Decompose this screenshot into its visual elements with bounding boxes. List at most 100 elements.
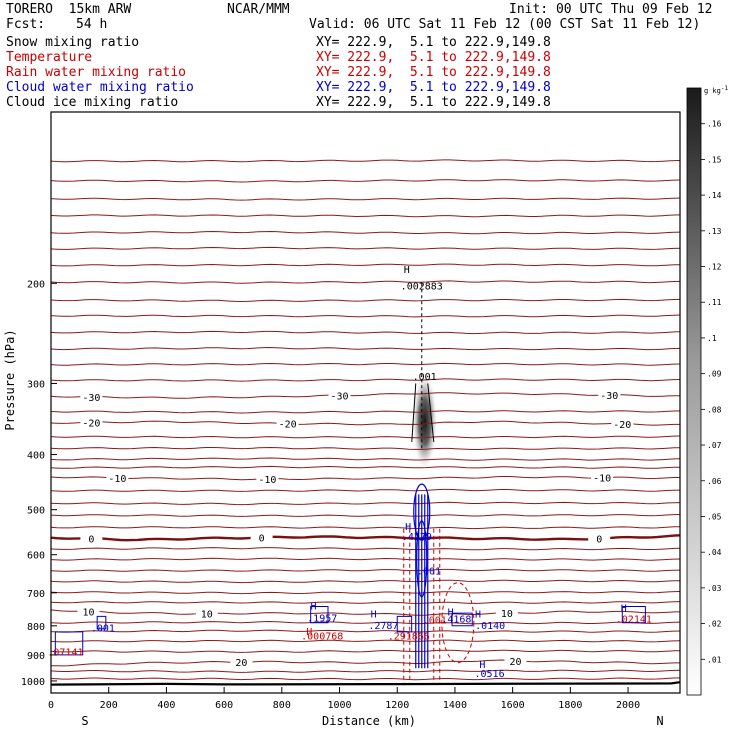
colorbar-tick-label: .03 [707,584,722,593]
temperature-contour [50,410,681,414]
temperature-contour-label: -20 [82,418,100,429]
y-tick-label: 900 [27,651,45,662]
temperature-contour [50,298,681,303]
colorbar-tick-label: .11 [707,298,722,307]
temperature-contour-labeled [50,534,681,542]
x-tick-label: 800 [273,700,291,711]
y-tick-label: 300 [27,379,45,390]
colorbar-tick-label: .09 [707,370,722,379]
contour-extremum-label: H [404,265,410,276]
contour-label-gap [588,532,611,545]
contour-extremum-label: H [621,604,627,615]
x-axis-title: Distance (km) [322,714,416,728]
temperature-contour [50,179,681,183]
contour-label-gap [80,532,103,545]
temperature-contour-label: 20 [235,658,247,669]
contour-label-gap [106,471,129,484]
legend-name-cloud-ice: Cloud ice mixing ratio [6,95,179,110]
colorbar-tick-label: .05 [707,512,722,521]
contour-extremum-label: H [479,660,485,671]
contour-extremum-label: .000768 [301,632,343,643]
temperature-contour [50,314,681,318]
contour-label-gap [328,389,351,402]
temperature-contour [50,457,681,461]
contour-extremum-label: H [306,627,312,638]
temperature-contour [50,649,681,653]
temperature-contour [50,547,681,551]
snow-contour-right [427,383,435,442]
contour-extremum-label: .0140 [475,621,505,632]
temperature-contour-labeled [50,392,680,399]
colorbar-tick-label: .12 [707,263,722,272]
north-end-label: N [656,714,663,728]
legend-name-temperature: Temperature [6,50,93,65]
colorbar [686,87,702,696]
legend-xy-snow: XY= 222.9, 5.1 to 222.9,149.8 [316,35,551,50]
temperature-contour-label: 10 [501,609,513,620]
contour-label-gap [230,655,253,668]
cloud-water-small-contour [54,631,84,656]
y-axis-title: Pressure (hPa) [3,329,17,430]
temperature-contour [50,280,681,284]
legend-xy-cloud-water: XY= 222.9, 5.1 to 222.9,149.8 [316,80,551,95]
colorbar-unit: g kg-1 [704,85,728,95]
model-title: TORERO 15km ARW [6,2,132,17]
legend-name-cloud-water: Cloud water mixing ratio [6,80,194,95]
contour-label-gap [250,531,273,544]
rain-mixing-ratio-cell [441,582,475,664]
colorbar-tick-label: .14 [707,191,722,200]
temperature-contour-label: 0 [596,535,602,546]
temperature-contour [50,230,681,235]
temperature-contour [50,629,681,633]
temperature-contour-label: 10 [82,608,94,619]
colorbar-tick-label: .06 [707,477,722,486]
contour-extremum-label: .0516 [475,669,505,680]
colorbar-tick-label: .15 [707,155,722,164]
temperature-contour-label: -10 [108,474,126,485]
x-tick-label: 0 [48,700,54,711]
temperature-contour [50,159,681,163]
forecast-hours: 54 h [76,17,108,32]
temperature-contour [50,639,681,643]
contour-extremum-label: .001 [423,615,447,626]
temperature-contour [50,446,681,450]
colorbar-tick-label: .04 [707,548,722,557]
temperature-contour-label: -10 [258,475,276,486]
temperature-contour [50,378,681,382]
contour-extremum-label: .001 [417,567,441,578]
temperature-contour-labeled [50,476,680,481]
temperature-contour [50,330,681,335]
y-tick-label: 400 [27,451,45,462]
temperature-contour-label: -10 [593,474,611,485]
y-tick-label: 200 [27,279,45,290]
temperature-contour [50,526,681,530]
contour-extremum-label: .07141 [47,647,83,658]
surface-terrain-line [50,681,681,686]
temperature-contour [50,557,681,561]
colorbar-tick-label: .07 [707,441,722,450]
contour-label-gap [256,473,279,486]
y-tick-label: 800 [27,622,45,633]
contour-label-gap [611,417,634,430]
temperature-contour-label: -30 [82,393,100,404]
temperature-contour-label: 20 [510,657,522,668]
contour-extremum-label: .2787 [368,621,398,632]
cloud-water-small-contour [310,606,329,624]
temperature-contour [50,214,681,218]
contour-extremum-label: H [405,522,411,533]
x-tick-label: 400 [157,700,175,711]
x-tick-label: 1800 [558,700,582,711]
contour-extremum-label: H [311,602,317,613]
temperature-contour [50,677,681,681]
contour-label-gap [598,389,621,402]
colorbar-tick-label: .13 [707,227,722,236]
forecast-label: Fcst: [6,17,46,32]
contour-label-gap [591,471,614,484]
x-tick-label: 1000 [327,700,351,711]
contour-extremum-label: H [448,608,454,619]
snow-plume-shading [411,366,438,467]
valid-time: Valid: 06 UTC Sat 11 Feb 12 (00 CST Sat … [309,17,701,32]
temperature-contour [50,197,681,201]
temperature-contour [50,346,681,351]
contour-extremum-label: .02141 [616,615,652,626]
